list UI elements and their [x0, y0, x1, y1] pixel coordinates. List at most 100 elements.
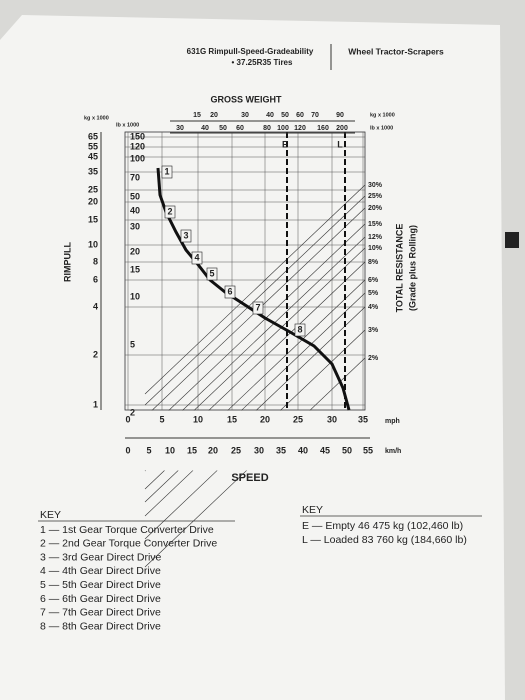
weight-kg-label: 60 — [296, 112, 304, 119]
rimpull-kg-label: 10 — [88, 239, 98, 249]
weight-kg-label: 20 — [210, 112, 218, 119]
rimpull-kg-label: 1 — [93, 399, 98, 409]
rimpull-lb-label: 150 — [130, 131, 145, 141]
plot-frame — [124, 131, 366, 411]
speed-kmh-label: 25 — [231, 445, 241, 455]
rimpull-lb-label: 30 — [130, 221, 140, 231]
resistance-label: 20% — [368, 205, 383, 212]
weight-lb-label: 160 — [317, 125, 329, 132]
gear-label: 7 — [255, 302, 260, 312]
gear-label: 6 — [227, 286, 232, 296]
gear-box — [180, 229, 192, 243]
rimpull-lb-label: 40 — [130, 205, 140, 215]
gear-box — [252, 301, 264, 315]
clip-bottom — [124, 410, 366, 471]
speed-kmh-label: 10 — [165, 445, 175, 455]
resistance-label: 12% — [368, 234, 383, 241]
resistance-label: 15% — [368, 221, 383, 228]
rimpull-lb-label: 15 — [130, 264, 140, 274]
rimpull-label: RIMPULL — [62, 242, 72, 282]
resistance-label: 25% — [368, 193, 383, 200]
weight-lb-label: 50 — [219, 125, 227, 132]
weight-kg-label: 15 — [193, 112, 201, 119]
weight-lb-label: 60 — [236, 125, 244, 132]
weight-kg-label: 70 — [311, 112, 319, 119]
weight-kg-label: 30 — [241, 112, 249, 119]
speed-kmh-label: 35 — [276, 445, 286, 455]
resistance-label: TOTAL RESISTANCE — [394, 224, 404, 313]
weight-kg-label: 90 — [336, 112, 344, 119]
rimpull-lb-label: 100 — [130, 153, 145, 163]
weight-lb-label: 80 — [263, 125, 271, 132]
resistance-line — [144, 223, 366, 434]
gear-box — [164, 205, 176, 219]
weight-lb-label: 30 — [176, 125, 184, 132]
weight-kg-unit: kg x 1000 — [370, 112, 395, 118]
speed-label: SPEED — [231, 472, 268, 484]
key-item: 2 — 2nd Gear Torque Converter Drive — [40, 538, 217, 550]
resistance-label: 2% — [368, 355, 379, 362]
weight-lb-label: 100 — [277, 125, 289, 132]
header-title: 631G Rimpull-Speed-Gradeability — [187, 47, 314, 56]
speed-mph-label: 15 — [227, 414, 237, 424]
weight-kg-label: 40 — [266, 112, 274, 119]
key-title: KEY — [302, 504, 323, 516]
resistance-label: 5% — [368, 290, 379, 297]
weight-lb-label: 40 — [201, 125, 209, 132]
key-item: 4 — 4th Gear Direct Drive — [40, 565, 161, 577]
rimpull-kg-label: 8 — [93, 256, 98, 266]
resistance-label: 3% — [368, 327, 379, 334]
key-item: 3 — 3rd Gear Direct Drive — [40, 551, 162, 563]
speed-kmh-label: 15 — [187, 445, 197, 455]
speed-mph-label: 0 — [125, 414, 130, 424]
rimpull-lb-label: 20 — [130, 246, 140, 256]
speed-mph-unit: mph — [385, 418, 400, 425]
speed-kmh-label: 0 — [125, 445, 130, 455]
resistance-label: 10% — [368, 245, 383, 252]
rimpull-kg-label: 20 — [88, 196, 98, 206]
weight-lb-unit: lb x 1000 — [370, 125, 393, 131]
resistance-label: 8% — [368, 259, 379, 266]
gear-label: 1 — [164, 166, 169, 176]
rimpull-kg-label: 6 — [93, 274, 98, 284]
speed-mph-label: 30 — [327, 414, 337, 424]
resistance-line — [144, 184, 366, 395]
resistance-label: 6% — [368, 277, 379, 284]
rimpull-lb-label: 10 — [130, 291, 140, 301]
speed-mph-label: 10 — [193, 414, 203, 424]
gear-box — [294, 323, 306, 337]
speed-kmh-label: 40 — [298, 445, 308, 455]
rimpull-lb-label: 50 — [130, 191, 140, 201]
speed-kmh-label: 30 — [254, 445, 264, 455]
speed-kmh-label: 20 — [208, 445, 218, 455]
gear-label: 2 — [167, 206, 172, 216]
rimpull-kg-label: 45 — [88, 151, 98, 161]
key-item: 5 — 5th Gear Direct Drive — [40, 579, 161, 591]
header-section: Wheel Tractor-Scrapers — [348, 46, 444, 56]
rimpull-kg-label: 35 — [88, 166, 98, 176]
key-item: E — Empty 46 475 kg (102,460 lb) — [302, 520, 463, 532]
weight-kg-label: 50 — [281, 112, 289, 119]
speed-mph-label: 35 — [358, 414, 368, 424]
resistance-line — [144, 195, 366, 406]
speed-kmh-label: 45 — [320, 445, 330, 455]
rimpull-kg-label: 55 — [88, 141, 98, 151]
rimpull-kg-label: 25 — [88, 184, 98, 194]
key-title: KEY — [40, 509, 61, 521]
gear-box — [206, 267, 218, 281]
rimpull-kg-label: 4 — [93, 301, 98, 311]
gear-label: 8 — [297, 324, 302, 334]
rimpull-lb-label: 70 — [130, 172, 140, 182]
weight-lb-label: 120 — [294, 125, 306, 132]
resistance-label: 4% — [368, 304, 379, 311]
gear-label: 3 — [183, 230, 188, 240]
speed-kmh-unit: km/h — [385, 448, 401, 455]
rimpull-kg-label: 2 — [93, 349, 98, 359]
key-item: 7 — 7th Gear Direct Drive — [40, 607, 161, 619]
key-item: 8 — 8th Gear Direct Drive — [40, 620, 161, 632]
key-item: L — Loaded 83 760 kg (184,660 lb) — [302, 534, 467, 546]
key-item: 6 — 6th Gear Direct Drive — [40, 593, 161, 605]
rimpull-kg-label: 15 — [88, 214, 98, 224]
speed-mph-label: 25 — [293, 414, 303, 424]
